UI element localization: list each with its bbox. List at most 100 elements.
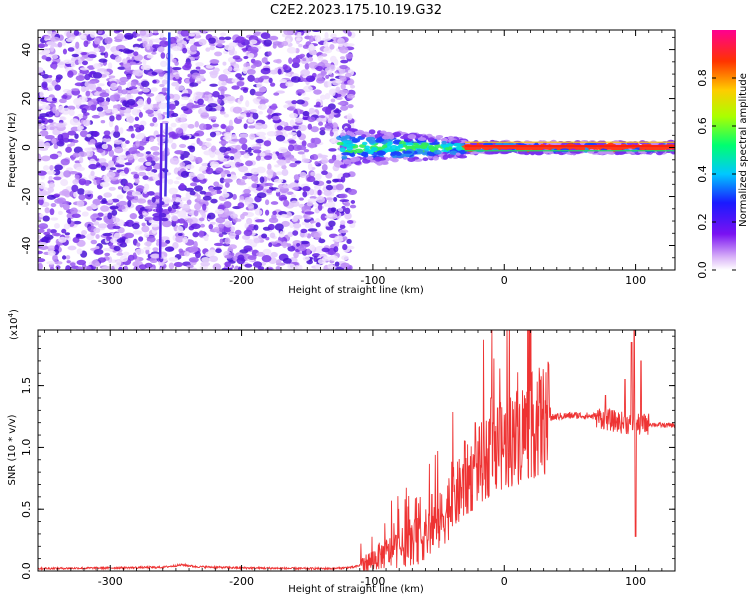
spectrogram-speckle <box>272 43 277 49</box>
spectrogram-speckle <box>183 251 190 257</box>
spectrogram-speckle <box>57 210 63 215</box>
colorbar-tick-label: 0.8 <box>696 69 709 87</box>
spectrogram-speckle <box>324 92 331 100</box>
spectrogram-speckle <box>187 124 195 129</box>
spectrogram-speckle <box>122 251 130 256</box>
spectrogram-speckle <box>96 86 102 92</box>
spectrogram-speckle <box>90 239 98 245</box>
spectrogram-speckle <box>174 150 184 155</box>
spectrogram-speckle <box>161 236 170 240</box>
spectrogram-speckle <box>58 98 67 104</box>
spectrogram-speckle <box>191 142 196 147</box>
spectrogram-speckle <box>288 144 295 152</box>
snr-x-axis-title: Height of straight line (km) <box>288 584 424 595</box>
spectrogram-speckle <box>168 131 176 137</box>
spectrogram-x-tick-label: -300 <box>98 274 123 287</box>
spectrogram-speckle <box>86 133 92 138</box>
spectrogram-speckle <box>247 74 255 82</box>
spectrogram-speckle <box>100 120 106 124</box>
spectrogram-speckle <box>47 30 53 37</box>
spectrogram-speckle <box>218 223 225 228</box>
spectrogram-speckle <box>76 200 85 208</box>
spectrogram-speckle <box>243 153 250 159</box>
spectrogram-speckle <box>302 256 311 261</box>
spectrogram-speckle <box>259 99 266 106</box>
spectrogram-speckle <box>309 188 315 196</box>
spectrogram-speckle <box>48 175 53 181</box>
spectrogram-signal-mark <box>341 140 352 144</box>
spectrogram-speckle <box>105 217 114 225</box>
spectrogram-speckle <box>298 124 307 132</box>
spectrogram-speckle <box>54 111 60 117</box>
spectrogram-speckle <box>279 230 284 238</box>
spectrogram-speckle <box>63 223 71 230</box>
spectrogram-speckle <box>117 85 122 92</box>
spectrogram-speckle <box>101 265 112 270</box>
spectrogram-speckle <box>274 164 280 168</box>
spectrogram-speckle <box>226 173 232 177</box>
spectrogram-speckle <box>168 187 178 195</box>
spectrogram-speckle <box>303 30 310 33</box>
spectrogram-speckle <box>123 167 130 174</box>
spectrogram-speckle <box>321 53 328 57</box>
spectrogram-speckle <box>180 170 189 178</box>
spectrogram-speckle <box>256 96 265 100</box>
spectrogram-speckle <box>107 199 114 204</box>
spectrogram-speckle <box>271 213 277 220</box>
spectrogram-speckle <box>131 108 141 116</box>
spectrogram-speckle <box>146 43 151 50</box>
spectrogram-speckle <box>71 184 79 193</box>
spectrogram-speckle <box>247 118 254 123</box>
spectrogram-speckle <box>170 122 177 128</box>
spectrogram-speckle <box>309 244 316 251</box>
spectrogram-speckle <box>109 115 115 122</box>
spectrogram-speckle <box>61 94 68 100</box>
spectrogram-speckle <box>189 190 196 196</box>
spectrogram-speckle <box>201 106 207 111</box>
spectrogram-speckle <box>145 151 152 155</box>
spectrogram-speckle <box>93 131 99 138</box>
snr-x-tick-label: -200 <box>229 575 254 588</box>
spectrogram-speckle <box>58 236 67 243</box>
spectrogram-speckle <box>300 69 311 77</box>
spectrogram-speckle <box>243 123 248 130</box>
spectrogram-signal-mark <box>368 139 376 144</box>
spectrogram-speckle <box>242 193 252 197</box>
spectrogram-speckle <box>137 198 147 204</box>
spectrogram-speckle <box>89 139 96 145</box>
spectrogram-speckle <box>274 223 284 231</box>
spectrogram-speckle <box>66 212 75 220</box>
spectrogram-speckle <box>171 215 179 222</box>
spectrogram-speckle <box>44 35 51 39</box>
spectrogram-speckle <box>292 57 301 65</box>
spectrogram-speckle <box>329 131 334 137</box>
spectrogram-speckle <box>350 84 356 89</box>
snr-x-tick-label: 100 <box>625 575 646 588</box>
spectrogram-speckle <box>333 246 339 253</box>
spectrogram-speckle <box>220 32 227 37</box>
spectrogram-speckle <box>46 170 56 175</box>
spectrogram-speckle <box>185 164 195 170</box>
spectrogram-speckle <box>81 230 88 236</box>
spectrogram-signal-mark <box>552 142 562 146</box>
spectrogram-signal-mark <box>405 142 414 146</box>
spectrogram-speckle <box>97 30 103 34</box>
spectrogram-speckle <box>76 248 83 255</box>
spectrogram-speckle <box>158 260 165 267</box>
spectrogram-speckle <box>196 194 201 202</box>
spectrogram-speckle <box>283 125 293 131</box>
spectrogram-speckle <box>298 197 304 201</box>
spectrogram-speckle <box>164 246 175 252</box>
spectrogram-speckle <box>256 82 263 89</box>
spectrogram-speckle <box>200 261 211 267</box>
spectrogram-speckle <box>114 164 125 168</box>
spectrogram-speckle <box>153 69 164 73</box>
spectrogram-speckle <box>266 168 274 176</box>
spectrogram-speckle <box>165 239 171 244</box>
spectrogram-speckle <box>223 155 230 159</box>
spectrogram-speckle <box>41 55 47 60</box>
spectrogram-signal-mark <box>417 137 427 141</box>
spectrogram-speckle <box>75 98 82 105</box>
spectrogram-streak <box>166 32 171 119</box>
spectrogram-signal-mark <box>361 134 367 138</box>
